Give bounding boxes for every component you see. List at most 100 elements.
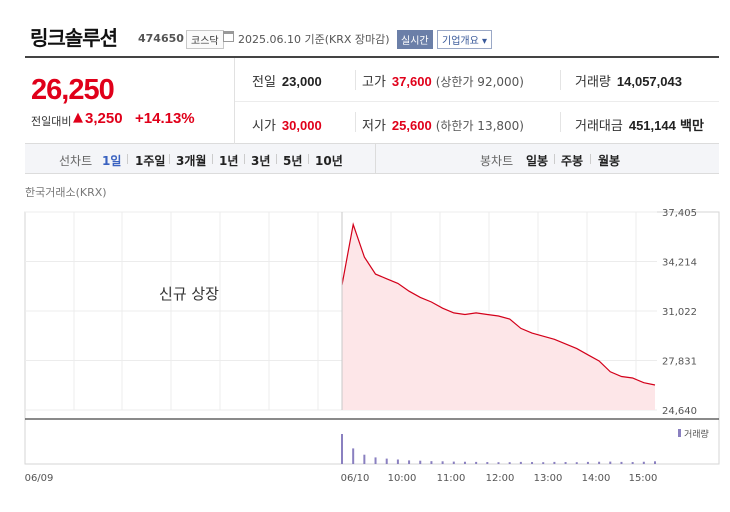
volume-bar <box>542 462 545 464</box>
tab-10y[interactable]: 10년 <box>315 154 343 168</box>
volume-bar <box>598 461 601 464</box>
volume-bar <box>586 461 589 464</box>
tab-separator <box>169 154 170 164</box>
volume-bar <box>575 462 578 464</box>
stock-code: 474650 <box>138 32 184 45</box>
volume-bar <box>419 460 422 464</box>
tab-monthly-candle[interactable]: 월봉 <box>598 154 621 168</box>
tab-daily-candle[interactable]: 일봉 <box>526 154 549 168</box>
x-tick-label: 13:00 <box>534 473 563 484</box>
volume-bar <box>441 461 444 464</box>
change-percent: +14.13% <box>135 110 195 127</box>
volume-bar <box>531 462 534 464</box>
x-tick-label: 10:00 <box>388 473 417 484</box>
tab-5y[interactable]: 5년 <box>283 154 303 168</box>
x-tick-label: 14:00 <box>582 473 611 484</box>
tab-separator <box>276 154 277 164</box>
tab-1d[interactable]: 1일 <box>102 154 122 168</box>
x-tick-label: 12:00 <box>486 473 515 484</box>
line-chart-label: 선차트 <box>59 154 93 168</box>
volume-legend-swatch <box>678 429 681 437</box>
volume-bar <box>564 462 567 464</box>
tab-3y[interactable]: 3년 <box>251 154 271 168</box>
volume-bar <box>642 461 645 464</box>
low-cell: 저가 25,600 (하한가 13,800) <box>362 115 524 134</box>
candle-chart-label: 봉차트 <box>480 154 514 168</box>
y-tick-label: 24,640 <box>662 406 697 417</box>
up-arrow-icon: ▲ <box>73 110 83 125</box>
high-value: 37,600 <box>391 74 432 89</box>
volume-bar <box>430 461 433 464</box>
volume-bar <box>341 434 343 464</box>
x-tick-label: 15:00 <box>629 473 658 484</box>
calendar-icon <box>223 31 234 42</box>
price-summary: 26,250 전일대비 ▲ 3,250 +14.13% 전일 23,000 고가 3… <box>25 56 719 144</box>
x-tick-label: 06/09 <box>25 473 54 484</box>
open-cell: 시가 30,000 <box>252 115 322 134</box>
tab-separator <box>127 154 128 164</box>
upper-limit: (상한가 92,000) <box>435 75 524 89</box>
price-area <box>342 224 655 410</box>
prev-close-label: 전일 <box>252 75 276 90</box>
tab-1y[interactable]: 1년 <box>219 154 239 168</box>
divider <box>355 112 356 132</box>
change-value: 3,250 <box>85 110 123 127</box>
volume-legend-label: 거래량 <box>684 428 709 440</box>
y-tick-label: 31,022 <box>662 307 697 318</box>
base-date: 2025.06.10 기준(KRX 장마감) <box>238 33 390 46</box>
stock-name: 링크솔루션 <box>30 26 118 50</box>
volume-bar <box>475 461 478 464</box>
high-label: 고가 <box>362 75 386 90</box>
company-info-label: 기업개요 <box>442 36 479 47</box>
company-info-dropdown[interactable]: 기업개요 ▾ <box>437 30 493 49</box>
change-label: 전일대비 <box>31 115 72 128</box>
volume-bar <box>553 461 556 464</box>
volume-bar <box>508 462 511 464</box>
volume-bar <box>374 457 377 464</box>
stock-header: 링크솔루션 474650 코스닥 2025.06.10 기준(KRX 장마감) … <box>0 0 730 56</box>
y-tick-label: 37,405 <box>662 208 697 219</box>
volume-bar <box>396 459 399 464</box>
open-value: 30,000 <box>281 118 322 133</box>
amount-cell: 거래대금 451,144 백만 <box>575 115 704 134</box>
divider <box>355 70 356 90</box>
tab-3m[interactable]: 3개월 <box>176 154 207 168</box>
open-label: 시가 <box>252 119 276 134</box>
x-tick-label: 06/10 <box>341 473 370 484</box>
tab-separator <box>590 154 591 164</box>
tab-separator <box>212 154 213 164</box>
tab-1w[interactable]: 1주일 <box>135 154 166 168</box>
volume-bar <box>385 458 388 464</box>
amount-label: 거래대금 <box>575 119 623 134</box>
volume-bar <box>631 462 634 464</box>
realtime-button[interactable]: 실시간 <box>397 30 433 49</box>
volume-value: 14,057,043 <box>616 74 682 89</box>
high-cell: 고가 37,600 (상한가 92,000) <box>362 71 524 90</box>
amount-value: 451,144 <box>628 118 676 133</box>
price-line <box>341 222 656 386</box>
current-price-box: 26,250 전일대비 ▲ 3,250 +14.13% <box>25 58 235 144</box>
volume-bar <box>352 448 355 464</box>
market-badge: 코스닥 <box>186 30 224 49</box>
volume-bar <box>654 461 656 464</box>
lower-limit: (하한가 13,800) <box>435 119 524 133</box>
divider <box>560 112 561 132</box>
volume-label: 거래량 <box>575 75 611 90</box>
volume-bar <box>609 461 612 464</box>
tab-weekly-candle[interactable]: 주봉 <box>561 154 584 168</box>
chart-tab-bar: 선차트 1일 1주일 3개월 1년 3년 5년 10년 봉차트 일봉 주봉 월봉 <box>25 144 719 174</box>
volume-bar <box>519 461 522 464</box>
volume-bar <box>486 462 489 464</box>
volume-bar <box>497 462 500 464</box>
tab-separator <box>308 154 309 164</box>
listing-annotation: 신규 상장 <box>159 285 219 303</box>
volume-bar <box>452 461 455 464</box>
row-divider <box>235 101 719 102</box>
amount-unit: 백만 <box>679 119 704 134</box>
x-tick-label: 11:00 <box>437 473 466 484</box>
exchange-source: 한국거래소(KRX) <box>25 186 107 199</box>
low-label: 저가 <box>362 119 386 134</box>
divider <box>560 70 561 90</box>
current-price: 26,250 <box>31 74 115 106</box>
